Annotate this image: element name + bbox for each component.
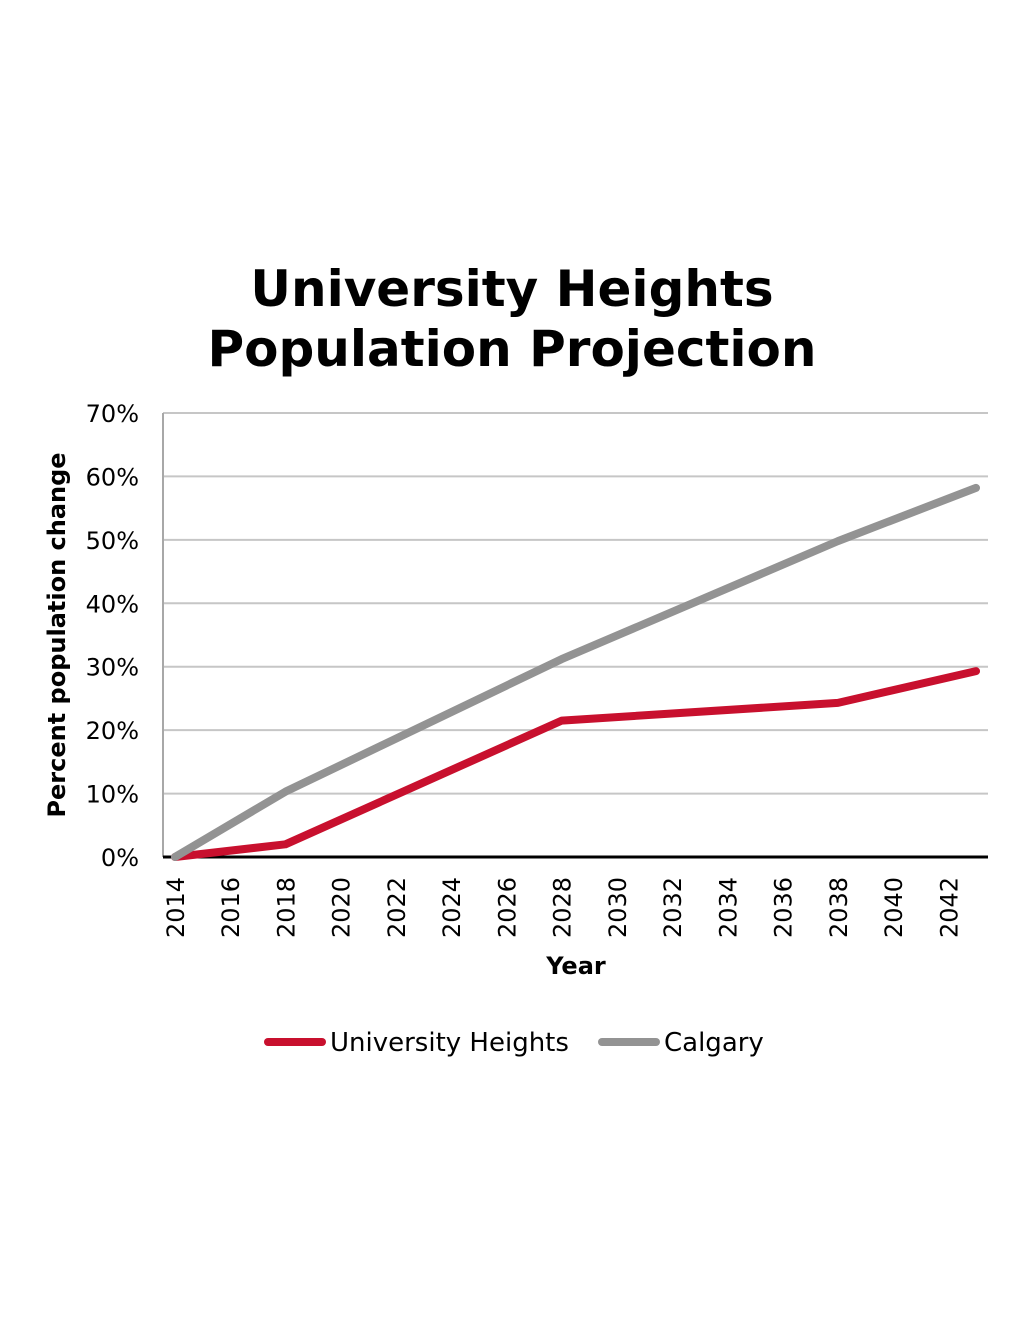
y-tick-label: 40% (86, 590, 139, 618)
y-tick-label: 0% (101, 844, 139, 872)
y-tick-label: 60% (86, 463, 139, 491)
x-tick-label: 2038 (825, 877, 853, 938)
x-tick-label: 2040 (880, 877, 908, 938)
x-tick-label: 2016 (217, 877, 245, 938)
series-line-0 (171, 667, 980, 861)
series-line-1 (171, 483, 980, 861)
legend-label-1: Calgary (664, 1028, 764, 1058)
x-tick-label: 2030 (604, 877, 632, 938)
x-axis-ticks: 2014 2016 2018 2020 2022 2024 2026 2028 2030 2032… (162, 877, 963, 938)
y-tick-label: 20% (86, 717, 139, 745)
y-tick-label: 30% (86, 654, 139, 682)
x-tick-label: 2032 (659, 877, 687, 938)
x-tick-label: 2034 (714, 877, 742, 938)
gridlines (163, 412, 988, 795)
y-tick-label: 10% (86, 781, 139, 809)
x-tick-label: 2022 (383, 877, 411, 938)
legend-label-0: University Heights (330, 1028, 569, 1058)
x-axis-label: Year (545, 952, 606, 980)
x-tick-label: 2018 (272, 877, 300, 938)
chart-title: University Heights Population Projection (208, 260, 817, 378)
legend: University Heights Calgary (264, 1028, 764, 1058)
chart-title-line-2: Population Projection (208, 320, 817, 378)
chart-title-line-1: University Heights (250, 260, 773, 318)
series-lines (171, 483, 980, 861)
y-tick-label: 70% (86, 400, 139, 428)
y-axis-label: Percent population change (43, 452, 71, 817)
x-tick-label: 2024 (438, 877, 466, 938)
y-tick-label: 50% (86, 527, 139, 555)
x-tick-label: 2042 (935, 877, 963, 938)
axes (162, 413, 988, 859)
x-tick-label: 2036 (770, 877, 798, 938)
y-axis-ticks: 0% 10% 20% 30% 40% 50% 60% 70% (86, 400, 139, 872)
x-tick-label: 2028 (549, 877, 577, 938)
x-tick-label: 2020 (328, 877, 356, 938)
x-tick-label: 2014 (162, 877, 190, 938)
x-tick-label: 2026 (493, 877, 521, 938)
